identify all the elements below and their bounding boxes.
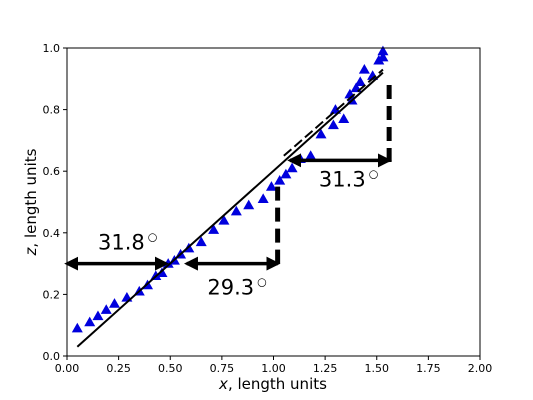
data-point-marker <box>92 310 104 321</box>
y-tick-label: 0.0 <box>43 350 61 363</box>
x-tick-label: 1.50 <box>365 362 390 375</box>
data-point-marker <box>100 304 112 314</box>
data-point-marker <box>338 113 350 123</box>
data-point-marker <box>377 45 389 56</box>
data-point-marker <box>327 119 339 130</box>
y-axis-label: z, length units <box>22 148 40 256</box>
x-tick-label: 2.00 <box>468 362 493 375</box>
x-tick-label: 0.50 <box>158 362 183 375</box>
data-point-marker <box>280 168 292 179</box>
x-tick-label: 0.75 <box>210 362 235 375</box>
data-point-marker <box>358 64 370 74</box>
fit-line <box>283 68 384 157</box>
data-point-marker <box>354 76 366 87</box>
y-tick-label: 1.0 <box>43 42 61 55</box>
data-point-marker <box>315 128 327 139</box>
data-point-marker <box>377 51 389 62</box>
fit-line <box>76 71 384 348</box>
data-point-marker <box>305 150 317 160</box>
y-tick-label: 0.8 <box>43 104 61 117</box>
x-tick-label: 1.75 <box>416 362 441 375</box>
data-point-marker <box>84 316 96 327</box>
data-point-marker <box>195 236 207 247</box>
x-tick-label: 0.00 <box>55 362 80 375</box>
y-tick-label: 0.6 <box>43 165 61 178</box>
x-axis-label: x, length units <box>218 375 327 393</box>
data-point-marker <box>257 193 269 204</box>
y-tick-label: 0.2 <box>43 288 61 301</box>
angle-annotation: 31.3 ○ <box>319 168 378 192</box>
data-point-marker <box>71 322 83 333</box>
x-tick-label: 0.25 <box>106 362 131 375</box>
axes: 0.00 0.25 0.50 0.75 1.00 1.25 1.50 1.75 2.00 0.0 0… <box>43 42 493 375</box>
data-point-marker <box>286 162 298 173</box>
data-point-marker <box>208 224 220 234</box>
annotations: 31.8 ○ 29.3 ○ 31.3 ○ <box>98 168 378 300</box>
plot-area <box>64 45 392 348</box>
data-point-marker <box>329 104 341 114</box>
angle-annotation: 31.8 ○ <box>98 231 157 255</box>
x-tick-label: 1.00 <box>261 362 286 375</box>
data-point-marker <box>108 298 120 308</box>
data-point-marker <box>243 199 255 210</box>
data-point-marker <box>265 181 277 191</box>
plot-frame <box>66 47 481 357</box>
x-tick-label: 1.25 <box>313 362 338 375</box>
data-point-marker <box>230 205 242 216</box>
data-point-marker <box>274 174 286 185</box>
y-tick-label: 0.4 <box>43 227 61 240</box>
data-point-marker <box>218 214 230 225</box>
angle-annotation: 29.3 ○ <box>207 275 266 299</box>
